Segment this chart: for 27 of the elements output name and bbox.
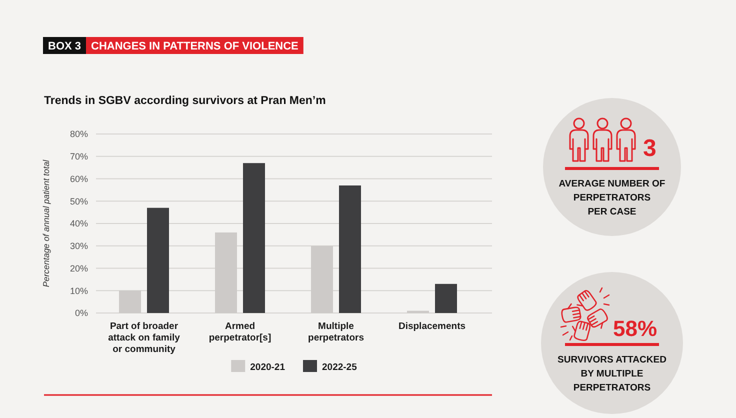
bar — [243, 163, 265, 313]
text: 3 — [643, 135, 656, 162]
y-tick-label: 0% — [74, 308, 88, 318]
x-tick-label: Armed perpetrator[s] — [208, 321, 272, 344]
y-tick-label: 30% — [70, 241, 88, 252]
text: 58% — [613, 316, 658, 341]
bar — [435, 284, 457, 313]
x-tick-label: Displacements — [398, 321, 466, 332]
y-tick-label: 50% — [70, 196, 88, 206]
y-tick-label: 70% — [70, 152, 88, 162]
text: AVERAGE NUMBER OF PERPETRATORS PER CASE — [558, 178, 666, 218]
y-tick-label: 40% — [70, 218, 88, 229]
x-tick-label: Part of broader attack on family or community — [108, 321, 181, 355]
bar — [339, 185, 361, 313]
text: BOX 3 — [48, 40, 82, 52]
bar — [147, 208, 169, 313]
y-tick-label: 20% — [70, 263, 88, 274]
text: CHANGES IN PATTERNS OF VIOLENCE — [91, 40, 298, 52]
y-tick-label: 60% — [70, 174, 88, 184]
text: SURVIVORS ATTACKED BY MULTIPLE PERPETRATORS — [558, 354, 667, 394]
x-tick-label: Multiple perpetrators — [308, 321, 364, 344]
y-tick-label: 80% — [70, 129, 88, 140]
legend-label: 2020-21 — [250, 362, 286, 373]
y-tick-label: 10% — [70, 286, 88, 296]
chart-title: Trends in SGBV according survivors at Pran Men’m — [44, 95, 326, 107]
y-axis-title: Percentage of annual patient total — [41, 158, 51, 288]
legend-label: 2022-25 — [322, 362, 358, 373]
